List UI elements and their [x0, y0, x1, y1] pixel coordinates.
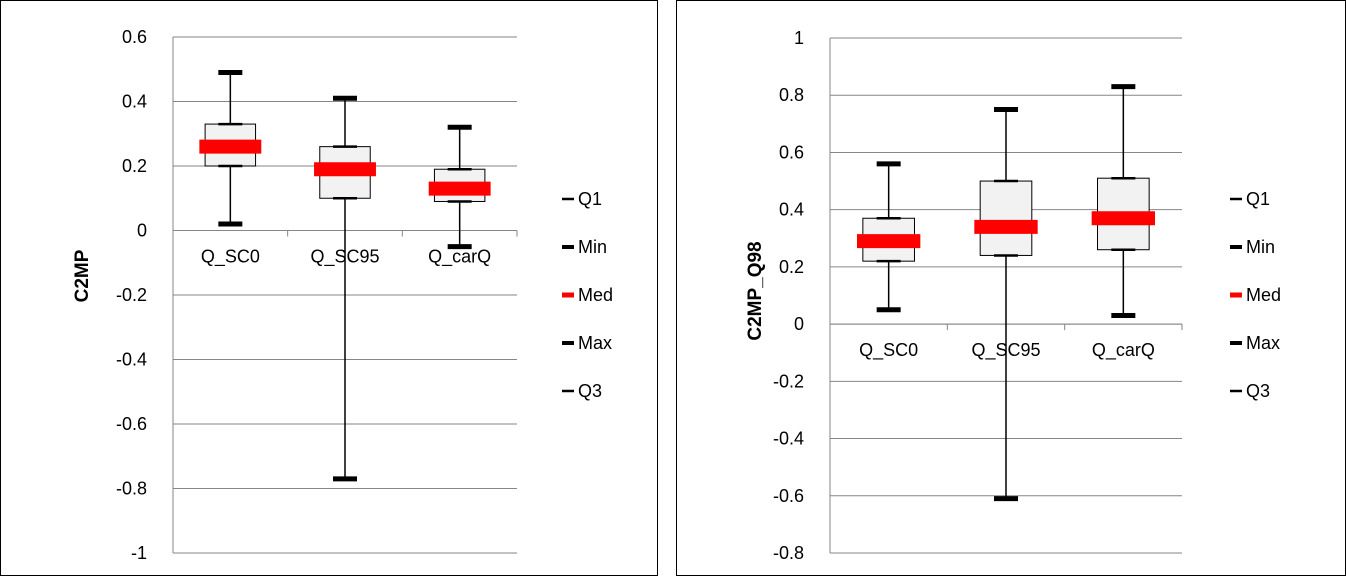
box-iqr: [979, 180, 1033, 256]
y-tick-label: -0.6: [773, 486, 804, 506]
chart-panel-c2mp: C2MP 0.6 0.4 0.2 0 -0.2 -0.4 -0.6 -0.8 -1 Q_SC0 Q_…: [0, 0, 658, 576]
y-tick-label: -0.2: [116, 285, 147, 305]
x-tick-label: Q_SC0: [859, 340, 918, 361]
legend-label: Min: [1246, 237, 1275, 257]
y-tick-label: -0.8: [116, 479, 147, 499]
legend-label: Min: [578, 237, 607, 257]
y-tick-label: -0.8: [773, 543, 804, 563]
legend-label: Med: [1246, 285, 1281, 305]
x-tick-label: Q_SC0: [201, 247, 260, 268]
y-tick-label: 0.4: [122, 92, 147, 112]
legend-label: Max: [578, 333, 612, 353]
y-tick-label: -0.4: [773, 429, 804, 449]
y-tick-label: 0.8: [779, 85, 804, 105]
y-tick-label: -0.4: [116, 350, 147, 370]
x-tick-label: Q_carQ: [428, 247, 491, 268]
y-tick-label: -0.6: [116, 414, 147, 434]
panel-divider: [658, 0, 676, 576]
y-tick-label: 0.6: [122, 27, 147, 47]
legend-label: Q3: [1246, 381, 1270, 401]
y-tick-label: 0.6: [779, 142, 804, 162]
y-tick-label: 1: [794, 28, 804, 48]
legend-label: Q1: [1246, 189, 1270, 209]
chart-c2mp-q98: C2MP_Q98 1 0.8 0.6 0.4 0.2 0 -0.2 -0.4 -0.6 -0.8 Q…: [745, 28, 1281, 563]
y-tick-label: -1: [131, 543, 147, 563]
x-tick-label: Q_SC95: [310, 247, 379, 268]
legend-label: Max: [1246, 333, 1280, 353]
chart-panel-c2mp-q98: C2MP_Q98 1 0.8 0.6 0.4 0.2 0 -0.2 -0.4 -0.6 -0.8 Q…: [676, 0, 1346, 576]
legend-label: Q3: [578, 381, 602, 401]
y-axis-label: C2MP_Q98: [745, 241, 766, 340]
y-tick-label: 0: [137, 221, 147, 241]
legend-label: Q1: [578, 189, 602, 209]
y-axis-label: C2MP: [72, 249, 93, 302]
x-tick-label: Q_SC95: [971, 340, 1040, 361]
y-tick-label: 0.4: [779, 200, 804, 220]
x-tick-label: Q_carQ: [1092, 340, 1155, 361]
y-tick-label: 0: [794, 314, 804, 334]
y-tick-label: 0.2: [779, 257, 804, 277]
y-tick-label: -0.2: [773, 371, 804, 391]
chart-c2mp: C2MP 0.6 0.4 0.2 0 -0.2 -0.4 -0.6 -0.8 -1 Q_SC0 Q_…: [72, 27, 613, 563]
legend-label: Med: [578, 285, 613, 305]
y-tick-label: 0.2: [122, 156, 147, 176]
